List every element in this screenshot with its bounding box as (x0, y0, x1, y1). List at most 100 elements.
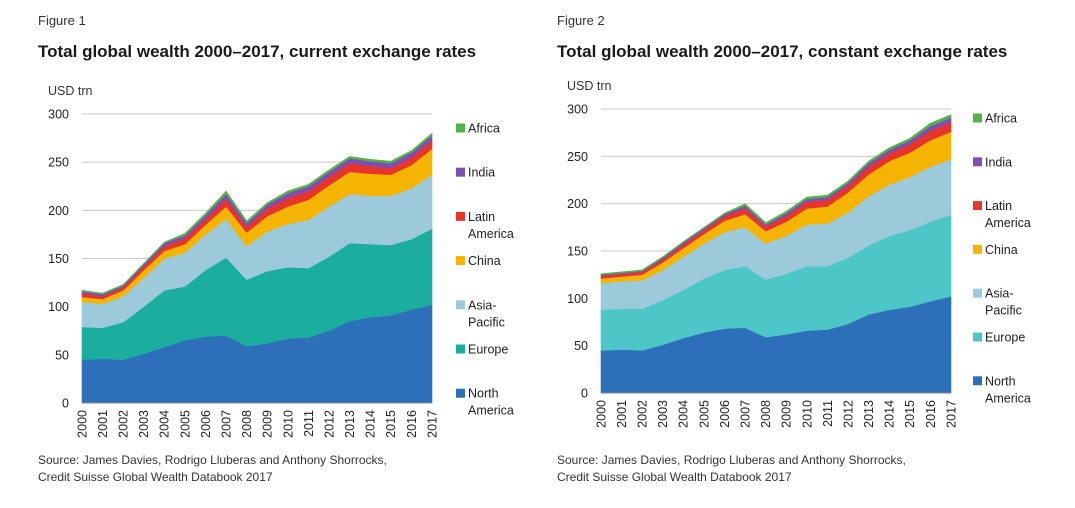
x-tick-label: 2007 (738, 400, 752, 428)
x-tick-label: 2003 (656, 400, 670, 428)
legend-swatch-latin-america (973, 201, 982, 211)
x-tick-label: 2004 (158, 410, 172, 438)
y-tick-label: 150 (567, 245, 588, 259)
legend-label-line: Europe (985, 331, 1025, 345)
figure-label: Figure 2 (557, 13, 605, 28)
legend-label-europe: Europe (468, 343, 508, 357)
legend-label-africa: Africa (468, 122, 500, 136)
x-tick-label: 2016 (405, 410, 419, 438)
x-tick-label: 2011 (302, 410, 316, 437)
legend-label-line: Pacific (468, 315, 505, 329)
x-tick-label: 2010 (281, 410, 295, 438)
legend-label-india: India (985, 155, 1012, 169)
legend-swatch-north-america (456, 388, 465, 398)
stacked-areas (600, 114, 952, 394)
x-tick-label: 2009 (780, 400, 794, 428)
x-tick-label: 2002 (117, 410, 131, 438)
x-tick-label: 2002 (636, 400, 650, 428)
legend-label-line: Africa (985, 112, 1017, 126)
source-note: Source: James Davies, Rodrigo Lluberas a… (38, 452, 387, 486)
x-tick-label: 2010 (800, 400, 814, 428)
legend-swatch-africa (973, 113, 982, 123)
figure-2-panel: Figure 2 Total global wealth 2000–2017, … (519, 0, 1056, 508)
legend-swatch-africa (456, 123, 465, 133)
legend-label-line: Africa (468, 122, 500, 136)
y-tick-label: 300 (48, 108, 69, 122)
figure-1-panel: Figure 1 Total global wealth 2000–2017, … (0, 0, 537, 508)
y-tick-label: 50 (574, 339, 588, 353)
legend-label-line: China (985, 243, 1018, 257)
legend-label-line: America (468, 404, 514, 418)
y-tick-label: 100 (567, 292, 588, 306)
legend-swatch-asia-pacific (456, 300, 465, 310)
legend-label-india: India (468, 166, 495, 180)
x-tick-label: 2011 (821, 400, 835, 427)
legend-label-north-america: North America (468, 387, 514, 418)
x-tick-label: 2007 (219, 410, 233, 438)
x-tick-label: 2004 (677, 400, 691, 428)
legend-label-europe: Europe (985, 331, 1025, 345)
legend-label-north-america: North America (985, 374, 1031, 405)
chart-figure-2: 0 50 100 150 200 250 300 2000 2001 2002 2003 2004 20… (567, 103, 1031, 428)
legend-label-line: Asia- (985, 287, 1013, 301)
x-tick-label: 2015 (903, 400, 917, 428)
legend-label-line: Pacific (985, 304, 1022, 318)
x-tick-label: 2005 (178, 410, 192, 438)
legend-swatch-china (456, 256, 465, 266)
chart-figure-1: 0 50 100 150 200 250 300 2000 2001 2002 2003 2004 20… (48, 108, 514, 438)
x-tick-label: 2000 (75, 410, 89, 438)
legend-label-line: India (985, 155, 1012, 169)
y-tick-label: 200 (567, 197, 588, 211)
legend-label-line: America (985, 391, 1031, 405)
x-tick-label: 2012 (841, 400, 855, 428)
x-tick-label: 2015 (384, 410, 398, 438)
x-tick-label: 2006 (199, 410, 213, 438)
legend-swatch-asia-pacific (973, 288, 982, 298)
y-tick-label: 100 (48, 300, 69, 314)
legend-label-latin-america: Latin America (468, 210, 514, 241)
legend-label-line: India (468, 166, 495, 180)
x-tick-label: 2016 (924, 400, 938, 428)
figure-label: Figure 1 (38, 13, 86, 28)
legend-label-china: China (985, 243, 1018, 257)
x-tick-label: 2017 (944, 400, 958, 428)
legend-label-line: Europe (468, 343, 508, 357)
y-tick-label: 300 (567, 103, 588, 117)
y-axis-unit-label: USD trn (567, 79, 612, 93)
x-tick-label: 2005 (697, 400, 711, 428)
legend-swatch-europe (456, 344, 465, 354)
figure-title: Total global wealth 2000–2017, constant … (557, 42, 1008, 61)
legend-swatch-latin-america (456, 211, 465, 221)
y-tick-label: 0 (62, 397, 69, 411)
legend-label-line: America (468, 227, 514, 241)
source-line-2: Credit Suisse Global Wealth Databook 201… (557, 470, 792, 484)
legend-label-china: China (468, 254, 501, 268)
legend-swatch-north-america (973, 376, 982, 386)
x-tick-label: 2006 (718, 400, 732, 428)
y-tick-label: 50 (55, 348, 69, 362)
legend-swatch-europe (973, 332, 982, 342)
legend-label-line: Asia- (468, 298, 496, 312)
y-axis-unit-label: USD trn (48, 84, 93, 98)
y-tick-label: 250 (567, 150, 588, 164)
x-tick-label: 2012 (322, 410, 336, 438)
x-tick-label: 2014 (364, 410, 378, 438)
x-tick-label: 2017 (425, 410, 439, 438)
legend-label-latin-america: Latin America (985, 199, 1031, 230)
y-tick-label: 250 (48, 156, 69, 170)
x-tick-label: 2001 (96, 410, 110, 438)
x-tick-label: 2014 (883, 400, 897, 428)
legend-label-africa: Africa (985, 112, 1017, 126)
legend-label-line: Latin (468, 210, 495, 224)
legend-label-line: China (468, 254, 501, 268)
x-tick-label: 2009 (261, 410, 275, 438)
area-africa (600, 114, 952, 275)
x-tick-label: 2001 (615, 400, 629, 428)
legend-label-asia-pacific: Asia- Pacific (985, 287, 1022, 318)
stacked-areas (81, 132, 433, 404)
source-line-1: Source: James Davies, Rodrigo Lluberas a… (557, 453, 906, 467)
y-tick-label: 200 (48, 204, 69, 218)
y-tick-label: 150 (48, 252, 69, 266)
area-africa (81, 132, 433, 295)
x-tick-label: 2008 (240, 410, 254, 438)
